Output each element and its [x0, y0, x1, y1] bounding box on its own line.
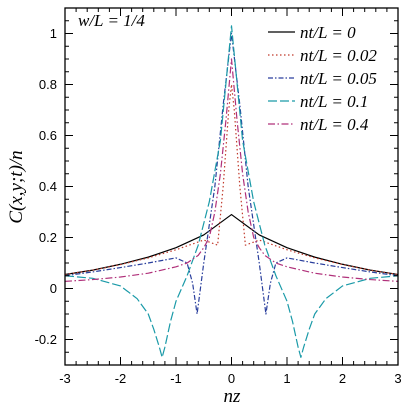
tick-layer: -3 -2 -1 0 1 2 3 -0.2 0 0.2 0.4 0.6 0.8 1 — [35, 7, 402, 386]
x-tick-label: -3 — [59, 371, 71, 386]
y-tick-label: 0.4 — [39, 179, 57, 194]
y-tick-label: 0.2 — [39, 230, 57, 245]
y-tick-label: 1 — [50, 26, 57, 41]
legend-label-4: nt/L = 0.4 — [300, 115, 369, 134]
series-layer — [64, 25, 399, 358]
x-axis-title: nz — [224, 386, 242, 407]
legend-label-3: nt/L = 0.1 — [300, 92, 368, 111]
y-axis-title: C(x,y;t)/n — [6, 150, 27, 223]
y-tick-label: 0.8 — [39, 77, 57, 92]
legend-label-0: nt/L = 0 — [300, 23, 356, 42]
series-line-2 — [64, 32, 399, 315]
x-tick-label: -1 — [170, 371, 182, 386]
series-line-3 — [64, 25, 399, 358]
x-tick-label: 2 — [339, 371, 346, 386]
legend-label-1: nt/L = 0.02 — [300, 46, 377, 65]
x-tick-label: 3 — [394, 371, 401, 386]
annotation-label: w/L = 1/4 — [78, 11, 145, 30]
y-tick-label: 0 — [50, 281, 57, 296]
legend-label-2: nt/L = 0.05 — [300, 69, 377, 88]
x-tick-label: -2 — [115, 371, 127, 386]
series-line-4 — [64, 58, 399, 282]
x-tick-label: 0 — [228, 371, 235, 386]
y-tick-label: -0.2 — [35, 332, 57, 347]
legend: nt/L = 0 nt/L = 0.02 nt/L = 0.05 nt/L = 0.1… — [268, 23, 377, 134]
y-tick-label: 0.6 — [39, 128, 57, 143]
x-tick-label: 1 — [283, 371, 290, 386]
series-line-1 — [64, 83, 399, 276]
